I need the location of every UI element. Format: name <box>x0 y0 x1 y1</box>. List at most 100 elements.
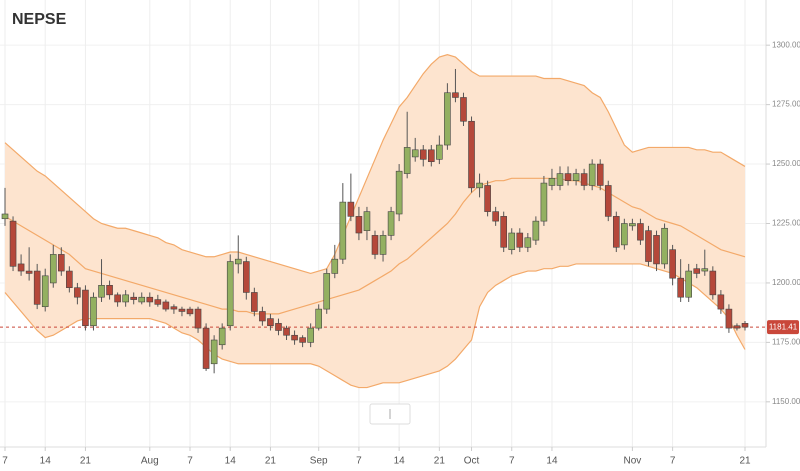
candle-body <box>202 327 210 369</box>
candle-body <box>170 306 178 310</box>
candle-body <box>275 323 282 331</box>
y-tick-label: 1250.00 <box>772 159 800 168</box>
x-tick-label: Oct <box>464 456 480 467</box>
candle-body <box>709 270 717 296</box>
candle-body <box>516 232 524 248</box>
candle-body <box>114 294 121 303</box>
candle-body <box>355 216 363 234</box>
candle-body <box>540 182 548 222</box>
candle-body <box>500 216 507 248</box>
x-tick-label: 7 <box>509 456 515 467</box>
candle-body <box>41 275 49 308</box>
candle-body <box>267 318 274 327</box>
candle-body <box>25 270 33 274</box>
candle-body <box>395 170 403 215</box>
last-price-tag <box>767 320 799 335</box>
candle-body <box>234 258 242 265</box>
candle-body <box>226 261 234 327</box>
candle-body <box>387 211 395 236</box>
y-tick-label: 1275.00 <box>772 100 800 109</box>
x-tick-label: 21 <box>80 456 92 467</box>
candle-body <box>154 299 162 305</box>
candle-body <box>138 296 146 303</box>
candle-body <box>629 223 636 227</box>
x-tick-label: Sep <box>310 456 328 467</box>
y-tick-label: 1150.00 <box>772 397 800 406</box>
band-line <box>4 177 746 315</box>
candle-body <box>661 227 668 265</box>
candle-body <box>259 311 266 322</box>
candle-body <box>556 173 564 186</box>
candle-body <box>194 308 202 329</box>
candle-body <box>548 178 556 186</box>
candle-body <box>210 339 218 365</box>
candle-body <box>218 327 226 346</box>
candle-body <box>146 296 154 303</box>
band-fill <box>5 54 745 388</box>
candle-body <box>436 144 443 160</box>
candle-body <box>677 277 684 298</box>
candle-body <box>645 230 652 262</box>
candle-body <box>9 220 17 267</box>
x-tick-label: Aug <box>141 456 159 467</box>
candle-body <box>106 285 113 296</box>
y-tick-label: 1200.00 <box>772 278 800 287</box>
candle-body <box>572 173 580 182</box>
candle-body <box>532 220 540 241</box>
candle-body <box>741 323 749 328</box>
candle-body <box>428 149 435 162</box>
candle-body <box>74 287 81 298</box>
candle-body <box>468 120 475 189</box>
candle-body <box>476 182 483 189</box>
candle-body <box>419 149 427 160</box>
x-tick-label: 14 <box>394 456 406 467</box>
candle-body <box>725 308 733 329</box>
y-tick-label: 1300.00 <box>772 40 800 49</box>
candle-body <box>243 261 250 293</box>
candle-body <box>347 201 355 217</box>
candle-body <box>637 223 644 241</box>
candle-body <box>90 296 97 327</box>
candle-body <box>371 235 379 255</box>
candle-body <box>315 308 322 329</box>
candle-body <box>669 249 676 279</box>
candle-body <box>492 211 499 222</box>
candle-body <box>452 92 459 98</box>
x-tick-label: 21 <box>265 456 277 467</box>
chart-title: NEPSE <box>12 11 67 28</box>
candle-body <box>379 235 387 255</box>
candle-body <box>685 270 692 298</box>
x-tick-label: 21 <box>434 456 446 467</box>
candle-body <box>162 301 170 310</box>
x-tick-label: 7 <box>356 456 362 467</box>
candle-body <box>596 163 604 186</box>
candle-body <box>130 296 137 300</box>
x-tick-label: 7 <box>670 456 676 467</box>
candle-body <box>588 163 596 186</box>
candle-body <box>307 327 314 343</box>
candle-body <box>33 270 41 305</box>
x-tick-label: 14 <box>546 456 558 467</box>
candle-body <box>17 263 25 272</box>
candle-body <box>580 173 588 186</box>
band-line <box>4 54 746 275</box>
candle-body <box>122 294 129 303</box>
candle-body <box>49 254 57 284</box>
candle-body <box>621 223 628 246</box>
candle-body <box>733 325 741 329</box>
candle-body <box>564 173 572 182</box>
band-line <box>4 263 746 389</box>
candle-body <box>66 270 73 288</box>
candle-body <box>403 147 411 174</box>
candle-body <box>339 201 347 260</box>
candle-body <box>484 185 491 212</box>
candle-body <box>299 337 306 343</box>
x-tick-label: 14 <box>40 456 52 467</box>
x-tick-label: Nov <box>623 456 641 467</box>
x-tick-label: 7 <box>2 456 8 467</box>
candle-body <box>98 285 105 298</box>
candle-body <box>701 268 709 272</box>
candle-body <box>1 213 9 220</box>
x-tick-label: 21 <box>739 456 751 467</box>
